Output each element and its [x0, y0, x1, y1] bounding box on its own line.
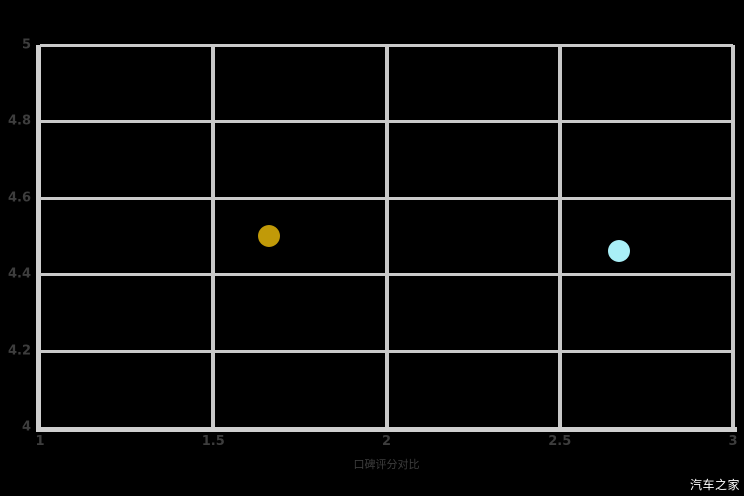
grid-line-vertical — [557, 45, 562, 427]
plot-area — [40, 44, 735, 427]
x-tick-label: 1.5 — [201, 434, 225, 449]
grid-line-vertical — [384, 45, 389, 427]
y-axis-tick-labels: 5 4.8 4.6 4.4 4.2 4 — [0, 38, 31, 435]
y-axis-line — [36, 45, 41, 432]
scatter-point-gold — [257, 225, 280, 247]
x-tick-label: 3 — [728, 434, 738, 449]
x-axis-tick-labels: 1 1.5 2 2.5 3 — [35, 434, 737, 452]
x-tick-label: 2.5 — [548, 434, 572, 449]
x-axis-title: 口碑评分对比 — [353, 458, 420, 471]
grid-line-vertical — [211, 45, 216, 427]
y-tick-label: 4.2 — [7, 343, 31, 359]
scatter-point-blue — [607, 240, 630, 263]
y-tick-label: 4.6 — [7, 190, 31, 206]
x-tick-label: 2 — [381, 434, 392, 449]
watermark-autohome: 汽车之家 — [689, 478, 740, 492]
y-tick-label: 4.4 — [7, 266, 31, 282]
x-axis-line — [36, 427, 737, 432]
y-tick-label: 5 — [21, 37, 31, 53]
y-tick-label: 4 — [21, 419, 31, 435]
grid-line-vertical — [731, 45, 735, 427]
x-tick-label: 1 — [35, 434, 45, 449]
y-tick-label: 4.8 — [7, 113, 31, 129]
